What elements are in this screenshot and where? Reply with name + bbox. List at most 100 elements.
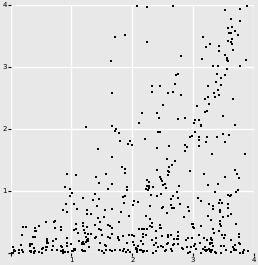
Point [77, 239, 82, 243]
Point [123, 194, 127, 198]
Point [20, 248, 24, 252]
Point [179, 93, 183, 97]
Point [182, 215, 186, 219]
Point [45, 241, 49, 245]
Point [232, 248, 236, 252]
Point [148, 204, 152, 208]
Point [170, 249, 174, 253]
Point [167, 143, 171, 148]
Point [231, 97, 235, 101]
Point [170, 206, 174, 210]
Point [120, 165, 124, 170]
Point [191, 225, 195, 229]
Point [141, 249, 145, 253]
Point [148, 193, 152, 197]
Point [159, 226, 163, 231]
Point [142, 249, 146, 253]
Point [73, 248, 77, 252]
Point [209, 237, 213, 241]
Point [205, 248, 209, 252]
Point [166, 173, 170, 177]
Point [141, 250, 145, 254]
Point [106, 223, 110, 227]
Point [85, 207, 89, 212]
Point [202, 236, 206, 240]
Point [11, 251, 15, 255]
Point [172, 206, 176, 210]
Point [81, 196, 85, 200]
Point [234, 248, 238, 252]
Point [208, 249, 212, 254]
Point [231, 47, 235, 52]
Point [175, 237, 179, 241]
Point [81, 240, 85, 244]
Point [218, 219, 222, 223]
Point [197, 241, 201, 245]
Point [82, 228, 86, 232]
Point [208, 42, 212, 46]
Point [87, 245, 91, 249]
Point [138, 248, 142, 253]
Point [176, 230, 180, 234]
Point [73, 248, 77, 252]
Point [166, 91, 170, 95]
Point [158, 84, 162, 88]
Point [34, 229, 38, 233]
Point [137, 227, 141, 232]
Point [98, 220, 102, 224]
Point [170, 163, 174, 167]
Point [131, 240, 135, 244]
Point [193, 241, 197, 246]
Point [82, 242, 86, 246]
Point [229, 17, 233, 21]
Point [122, 247, 126, 251]
Point [226, 193, 230, 197]
Point [108, 224, 112, 228]
Point [89, 231, 93, 236]
Point [228, 250, 232, 254]
Point [93, 192, 97, 196]
Point [145, 5, 149, 10]
Point [65, 210, 69, 214]
Point [97, 181, 101, 186]
Point [131, 203, 135, 207]
Point [108, 248, 112, 252]
Point [40, 247, 44, 251]
Point [83, 249, 87, 253]
Point [74, 173, 78, 178]
Point [190, 235, 194, 240]
Point [199, 123, 203, 127]
Point [175, 233, 180, 238]
Point [178, 202, 182, 206]
Point [102, 251, 106, 255]
Point [191, 222, 195, 227]
Point [139, 248, 143, 252]
Point [229, 40, 233, 44]
Point [229, 193, 233, 197]
Point [215, 72, 220, 76]
Point [61, 208, 65, 212]
Point [222, 175, 227, 179]
Point [203, 245, 207, 249]
Point [156, 130, 160, 134]
Point [54, 237, 58, 241]
Point [110, 207, 114, 211]
Point [89, 212, 93, 216]
Point [150, 238, 154, 242]
Point [221, 215, 225, 219]
Point [63, 202, 68, 206]
Point [176, 196, 180, 200]
Point [186, 236, 190, 241]
Point [85, 225, 89, 229]
Point [37, 224, 41, 228]
Point [28, 249, 33, 253]
Point [125, 188, 129, 192]
Point [80, 224, 85, 228]
Point [173, 159, 177, 163]
Point [211, 203, 215, 207]
Point [21, 250, 25, 254]
Point [216, 44, 221, 48]
Point [135, 200, 140, 204]
Point [218, 222, 222, 226]
Point [116, 236, 120, 240]
